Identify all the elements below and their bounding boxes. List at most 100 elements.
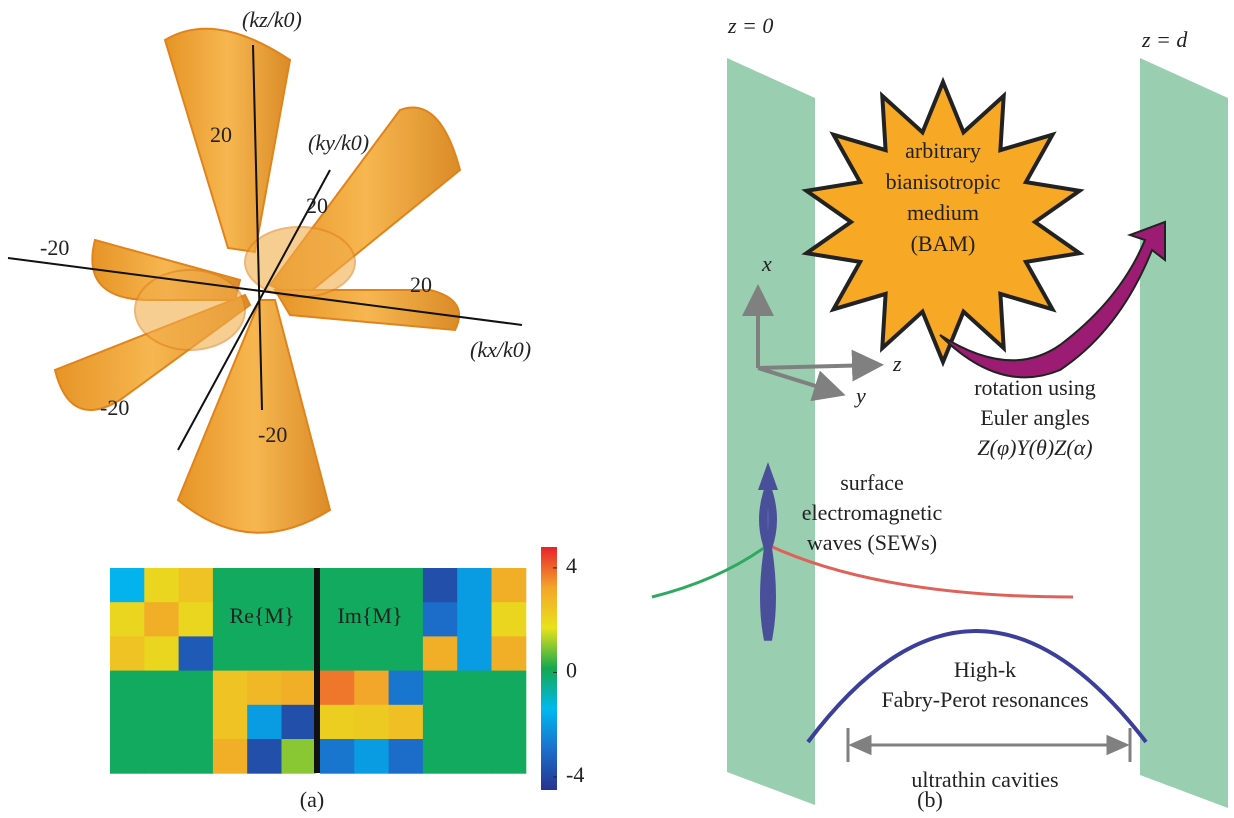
ky-label: (ky/k0) [308,130,369,155]
tick: -20 [40,235,69,260]
heat-cell [110,671,145,706]
heat-cell [144,602,179,637]
heat-cell [457,705,492,740]
label-line: surface [840,470,904,495]
tick: 20 [210,122,232,147]
caption: (a) [300,787,324,812]
colorbar-label: -4 [566,762,584,787]
heat-cell [492,602,527,637]
heat-cell [389,671,424,706]
heat-cell [213,636,248,671]
colorbar-label: 4 [566,553,577,578]
kx-label: (kx/k0) [470,337,531,362]
heat-cell [423,671,458,706]
heat-cell [457,602,492,637]
label-line: rotation using [974,375,1096,400]
heat-cell [423,636,458,671]
tick: -20 [258,422,287,447]
tick: 20 [306,193,328,218]
heat-cell [179,568,214,603]
tick: 20 [410,272,432,297]
heat-cell [282,705,317,740]
heat-cell [492,739,527,774]
euler: Z(φ)Y(θ)Z(α) [977,435,1092,460]
heat-cell [282,671,317,706]
heat-cell [423,602,458,637]
heat-cell [457,671,492,706]
cavity-arrow [848,728,1130,762]
iso-surface [55,29,460,533]
heat-cell [457,568,492,603]
zd: z = d [1141,27,1188,52]
heat-cell [179,636,214,671]
heat-cell [389,705,424,740]
z-axis: z [892,351,902,376]
heat-cell [213,705,248,740]
heat-cell [247,671,282,706]
heat-cell [144,636,179,671]
heat-cell [320,636,355,671]
heat-cell [213,568,248,603]
heat-cell [179,671,214,706]
heat-cell [389,636,424,671]
heat-cell [492,636,527,671]
heat-cell [423,705,458,740]
colorbar-label: 0 [566,657,577,682]
y-axis: y [854,383,866,408]
heat-cell [320,705,355,740]
page: (kz/k0) 20 -20 (ky/k0) 20 -20 (kx/k0) 20… [0,0,1234,818]
tick: -20 [100,395,129,420]
label-line: medium [907,200,979,225]
im-label: Im{M} [337,603,402,628]
label-line: waves (SEWs) [807,530,937,555]
heat-cell [144,739,179,774]
heat-cell [247,636,282,671]
label-line: bianisotropic [886,169,1001,194]
heat-cell [492,568,527,603]
heat-cell [179,705,214,740]
z0: z = 0 [727,13,773,38]
heat-cell [354,636,389,671]
kz-label: (kz/k0) [242,7,302,32]
heat-cell [492,671,527,706]
heat-cell [110,636,145,671]
heat-cell [247,739,282,774]
figure: (kz/k0) 20 -20 (ky/k0) 20 -20 (kx/k0) 20… [0,0,1234,818]
label-line: Euler angles [980,405,1089,430]
x-axis: x [761,251,772,276]
heat-cell [389,568,424,603]
heat-cell [389,739,424,774]
heat-cell [354,568,389,603]
heat-cell [354,705,389,740]
heat-cell [457,739,492,774]
heat-cell [354,739,389,774]
label-line: arbitrary [905,138,981,163]
label-line: (BAM) [911,231,976,256]
heat-cell [320,671,355,706]
heat-cell [457,636,492,671]
heat-cell [110,739,145,774]
heat-cell [110,705,145,740]
heat-cell [282,636,317,671]
colorbar [541,547,557,790]
heat-cell [179,602,214,637]
heat-cell [213,671,248,706]
label-line: electromagnetic [802,500,943,525]
caption: (b) [917,787,943,812]
heat-cell [179,739,214,774]
heat-cell [423,739,458,774]
heat-cell [247,568,282,603]
heat-cell [320,739,355,774]
heat-cell [110,602,145,637]
field-profile [763,490,773,640]
slab [727,58,815,805]
heat-cell [423,568,458,603]
label-line: High-k [954,657,1016,682]
heat-cell [213,739,248,774]
heat-cell [144,705,179,740]
slab [1140,58,1228,808]
re-label: Re{M} [229,603,294,628]
heat-cell [110,568,145,603]
heat-cell [144,568,179,603]
heat-cell [282,568,317,603]
